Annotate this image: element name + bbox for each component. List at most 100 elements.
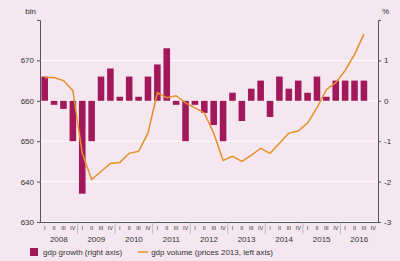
- group-label: 2016: [350, 235, 368, 244]
- tick: III: [362, 225, 367, 231]
- tick: IV: [258, 225, 264, 231]
- bar: [126, 77, 133, 101]
- bar: [41, 77, 48, 101]
- x-groups: 200820092010201120122013201420152016: [50, 222, 369, 244]
- bar: [323, 97, 330, 101]
- tick-mark: [378, 141, 381, 142]
- tick: -2: [378, 178, 392, 187]
- tick-label: I: [344, 225, 346, 231]
- tick: IV: [145, 225, 151, 231]
- legend-label: gdp volume (prices 2013, left axis): [151, 248, 273, 257]
- tick: IV: [296, 225, 302, 231]
- bar: [173, 101, 180, 105]
- tick: III: [99, 225, 104, 231]
- tick: II: [128, 225, 132, 231]
- group-label: 2014: [275, 235, 293, 244]
- tick: II: [240, 225, 244, 231]
- axis-line: [379, 21, 382, 223]
- group-label: 2013: [238, 235, 256, 244]
- bar: [107, 68, 114, 100]
- group-label: 2009: [87, 235, 105, 244]
- group-label: 2011: [163, 235, 181, 244]
- tick: III: [61, 225, 66, 231]
- tick: IV: [183, 225, 189, 231]
- tick-label: IV: [70, 225, 76, 231]
- bar: [60, 101, 67, 109]
- group-label: 2008: [50, 235, 68, 244]
- tick: I: [81, 225, 83, 231]
- tick-label: II: [315, 225, 319, 231]
- tick: II: [203, 225, 207, 231]
- tick: 1: [378, 56, 389, 65]
- grid-line: [40, 60, 378, 61]
- tick-mark: [37, 60, 40, 61]
- tick: III: [211, 225, 216, 231]
- tick-label: III: [287, 225, 292, 231]
- bar: [314, 77, 321, 101]
- tick-label: I: [44, 225, 46, 231]
- tick-label: I: [232, 225, 234, 231]
- tick: II: [90, 225, 94, 231]
- group-label: 2012: [200, 235, 218, 244]
- legend-label: gdp growth (right axis): [43, 248, 122, 257]
- group-label: 2015: [313, 235, 331, 244]
- grid: [40, 60, 378, 222]
- tick-label: IV: [333, 225, 339, 231]
- bar: [286, 89, 293, 101]
- tick: 660: [21, 97, 40, 106]
- tick-label: -1: [384, 137, 392, 146]
- tick: 640: [21, 178, 40, 187]
- tick: III: [287, 225, 292, 231]
- tick-label: IV: [220, 225, 226, 231]
- tick: IV: [108, 225, 114, 231]
- tick-label: IV: [183, 225, 189, 231]
- tick: -1: [378, 137, 392, 146]
- tick-label: III: [174, 225, 179, 231]
- bar: [210, 101, 217, 125]
- tick-label: IV: [145, 225, 151, 231]
- tick: III: [174, 225, 179, 231]
- x-axis: IIIIIIIVIIIIIIIVIIIIIIIVIIIIIIIVIIIIIIIV…: [41, 223, 379, 231]
- tick-label: IV: [371, 225, 377, 231]
- axis-line: [41, 222, 379, 223]
- group-separator: [115, 222, 116, 234]
- tick-label: 1: [384, 56, 389, 65]
- tick: I: [344, 225, 346, 231]
- tick-label: I: [269, 225, 271, 231]
- tick: I: [194, 225, 196, 231]
- tick-mark: [378, 60, 381, 61]
- tick: 650: [21, 137, 40, 146]
- y-axis-title: bln: [25, 7, 36, 16]
- plot-area: [41, 34, 367, 194]
- tick-label: I: [157, 225, 159, 231]
- tick: 630: [21, 218, 40, 227]
- y-axis: 630 640 650 660 670: [21, 21, 41, 228]
- tick: III: [324, 225, 329, 231]
- tick-label: II: [128, 225, 132, 231]
- tick-mark: [37, 141, 40, 142]
- tick-label: IV: [108, 225, 114, 231]
- tick: IV: [371, 225, 377, 231]
- y2-axis: -3-2-101: [378, 21, 392, 228]
- tick: IV: [220, 225, 226, 231]
- tick-label: II: [90, 225, 94, 231]
- tick-mark: [37, 222, 40, 223]
- tick-label: III: [61, 225, 66, 231]
- bar: [135, 97, 142, 101]
- bar: [229, 93, 236, 101]
- tick-label: IV: [296, 225, 302, 231]
- tick-label: 670: [21, 56, 35, 65]
- tick-label: 650: [21, 137, 35, 146]
- bar: [351, 81, 358, 101]
- bar: [295, 81, 302, 101]
- tick: III: [249, 225, 254, 231]
- tick-label: II: [353, 225, 357, 231]
- bar: [79, 101, 86, 194]
- tick: I: [44, 225, 46, 231]
- axis-line: [37, 21, 41, 223]
- tick-label: I: [307, 225, 309, 231]
- tick: I: [157, 225, 159, 231]
- group-separator: [152, 222, 153, 234]
- tick-label: II: [53, 225, 57, 231]
- tick: II: [53, 225, 57, 231]
